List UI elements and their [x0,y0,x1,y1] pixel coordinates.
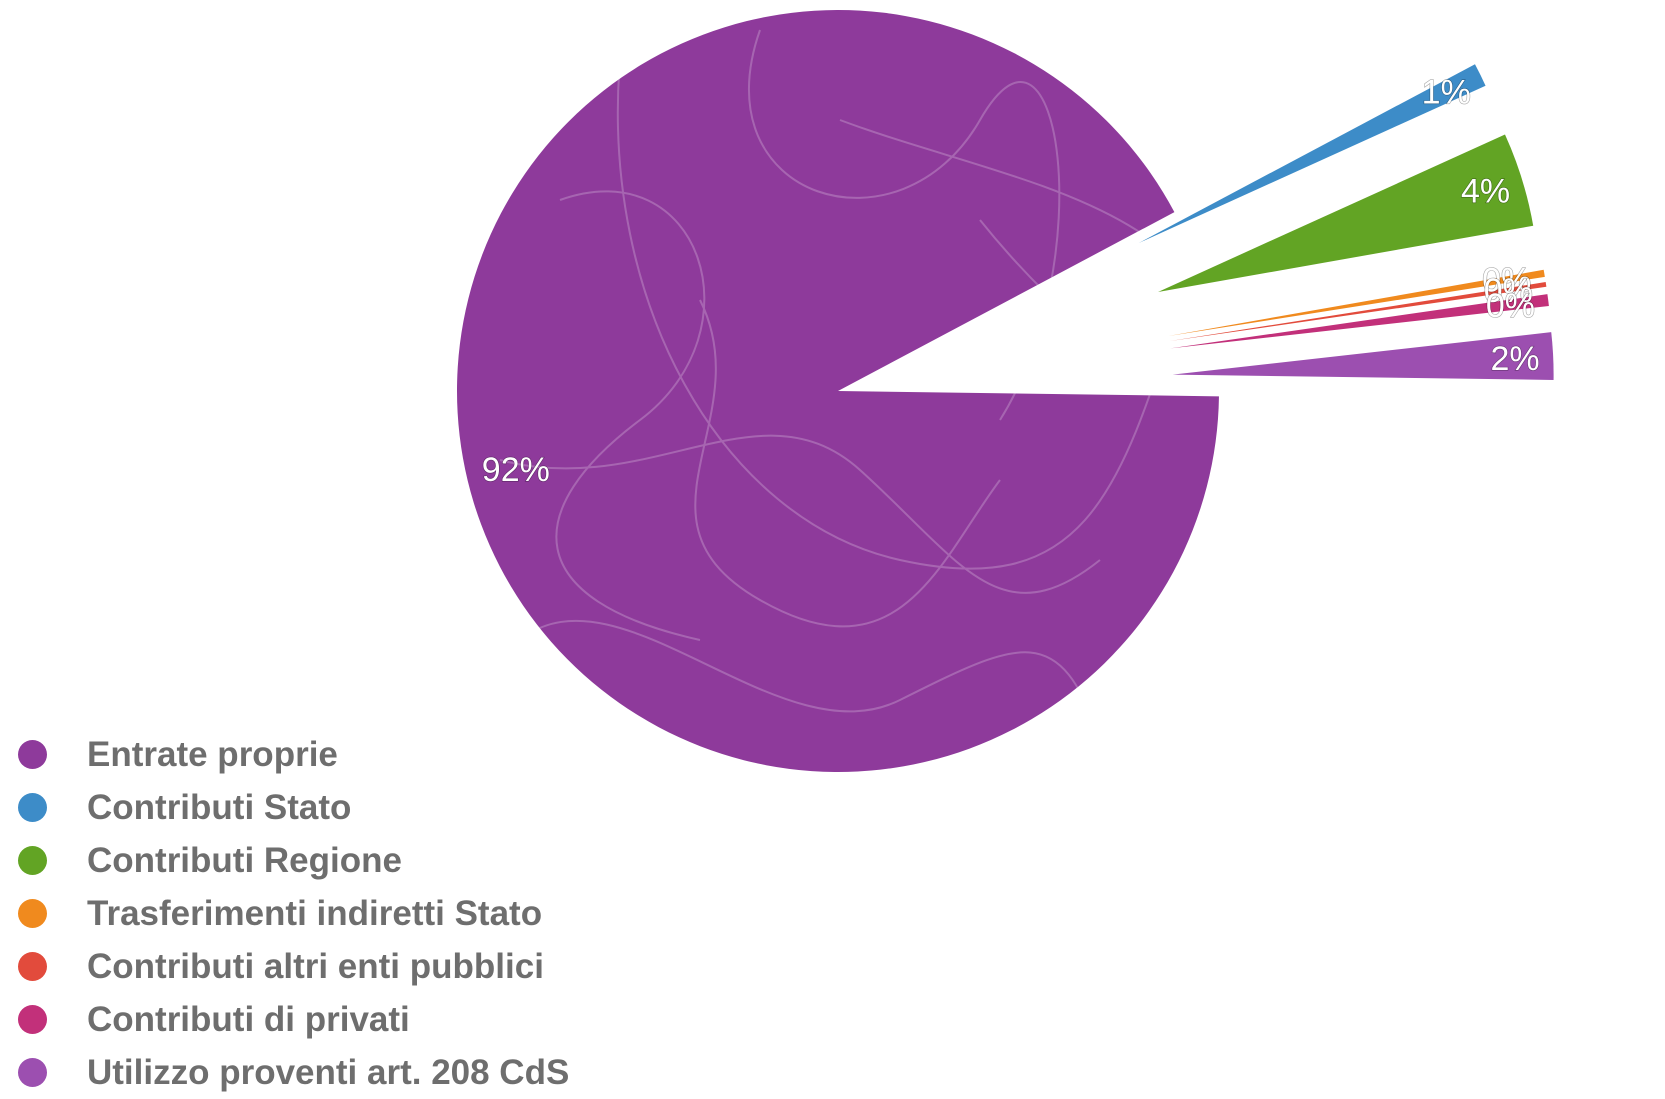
legend-item-utilizzo-proventi-art-208-cds[interactable]: Utilizzo proventi art. 208 CdS [18,1046,569,1099]
slice-label-contributi-di-privati: 0% [1486,287,1535,325]
legend-label: Trasferimenti indiretti Stato [87,893,543,933]
legend-label: Utilizzo proventi art. 208 CdS [87,1052,570,1092]
slice-label-contributi-stato: 1% [1422,74,1471,112]
legend-item-contributi-regione[interactable]: Contributi Regione [18,834,569,887]
legend-swatch [18,846,47,875]
legend-item-contributi-di-privati[interactable]: Contributi di privati [18,993,569,1046]
pie-slice-contributi-stato [1138,64,1486,244]
slice-label-trasferimenti-indiretti-stato: 0% [1482,262,1531,300]
legend-item-trasferimenti-indiretti-stato[interactable]: Trasferimenti indiretti Stato [18,887,569,940]
legend-label: Contributi Regione [87,840,402,880]
pie-slice-entrate-proprie [457,9,1219,772]
legend-swatch [18,793,47,822]
slice-label-entrate-proprie: 92% [482,451,550,489]
chart-legend: Entrate proprie Contributi Stato Contribut… [18,728,569,1099]
slice-label-contributi-regione: 4% [1461,173,1510,211]
pie-slice-contributi-altri-enti-pubblici [1169,282,1547,342]
legend-swatch [18,899,47,928]
legend-item-entrate-proprie[interactable]: Entrate proprie [18,728,569,781]
pie-slice-trasferimenti-indiretti-stato [1168,269,1545,336]
slice-label-utilizzo-proventi-art-208-cds: 2% [1491,340,1540,378]
pie-slice-contributi-regione [1158,134,1534,292]
legend-swatch [18,1005,47,1034]
pie-slice-contributi-di-privati [1170,294,1549,349]
legend-swatch [18,952,47,981]
slice-label-contributi-altri-enti-pubblici: 0% [1484,272,1533,310]
legend-label: Contributi di privati [87,999,410,1039]
legend-swatch [18,740,47,769]
legend-label: Contributi altri enti pubblici [87,946,544,986]
pie-slice-utilizzo-proventi-art-208-cds [1172,332,1554,380]
legend-item-contributi-altri-enti-pubblici[interactable]: Contributi altri enti pubblici [18,940,569,993]
legend-swatch [18,1058,47,1087]
legend-label: Entrate proprie [87,734,338,774]
legend-item-contributi-stato[interactable]: Contributi Stato [18,781,569,834]
legend-label: Contributi Stato [87,787,352,827]
